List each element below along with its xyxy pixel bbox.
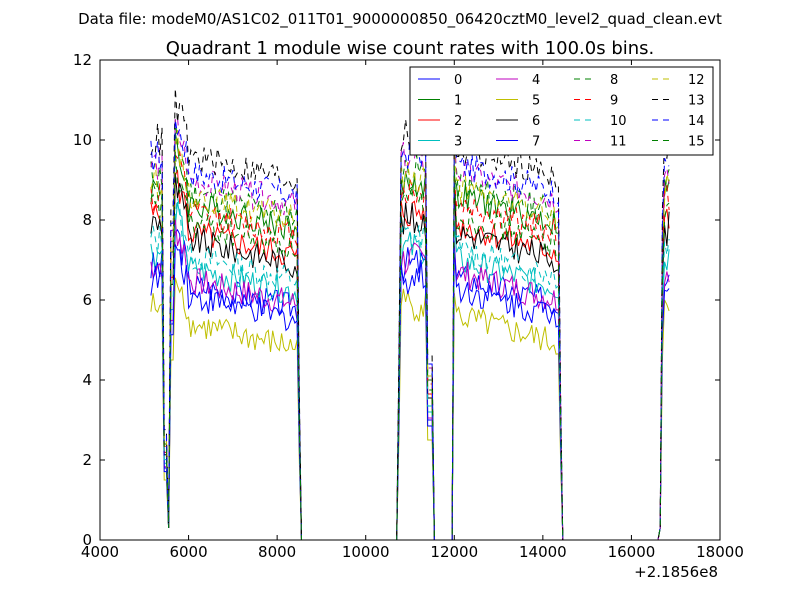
chart-title: Quadrant 1 module wise count rates with … [166, 38, 655, 59]
legend-label-3: 3 [454, 135, 462, 150]
series-line-8 [150, 119, 670, 541]
y-tick-label: 8 [82, 211, 92, 229]
y-tick-label: 12 [73, 51, 92, 69]
series-line-5 [150, 277, 670, 541]
series-line-13 [150, 88, 670, 541]
legend-label-5: 5 [532, 94, 540, 109]
x-tick-label: 12000 [430, 543, 478, 561]
legend-label-0: 0 [454, 73, 462, 88]
chart-suptitle: Data file: modeM0/AS1C02_011T01_90000008… [78, 10, 722, 29]
legend-label-15: 15 [688, 135, 705, 150]
legend-label-10: 10 [610, 114, 627, 129]
legend-label-14: 14 [688, 114, 705, 129]
series-line-10 [150, 197, 670, 541]
y-tick-label: 0 [82, 531, 92, 549]
x-offset-label: +2.1856e8 [634, 563, 718, 581]
legend-label-6: 6 [532, 114, 540, 129]
ticks-layer: 4000 6000 8000 10000 12000 14000 16000 18000 0 2 4… [73, 51, 744, 561]
legend-box [409, 66, 714, 156]
series-line-4 [150, 218, 670, 541]
y-tick-label: 2 [82, 451, 92, 469]
y-tick-label: 10 [73, 131, 92, 149]
legend-label-2: 2 [454, 114, 462, 129]
y-tick-label: 6 [82, 291, 92, 309]
x-tick-label: 8000 [258, 543, 296, 561]
x-tick-label: 14000 [519, 543, 567, 561]
legend-label-8: 8 [610, 73, 618, 88]
legend-label-12: 12 [688, 73, 705, 88]
y-tick-label: 4 [82, 371, 92, 389]
series-layer [150, 88, 670, 541]
series-line-0 [150, 228, 670, 541]
legend-label-4: 4 [532, 73, 540, 88]
x-tick-label: 4000 [81, 543, 119, 561]
x-tick-label: 18000 [696, 543, 744, 561]
legend-label-7: 7 [532, 135, 540, 150]
x-tick-label: 6000 [169, 543, 207, 561]
legend-label-11: 11 [610, 135, 627, 150]
x-tick-label: 10000 [342, 543, 390, 561]
legend-label-13: 13 [688, 94, 705, 109]
x-tick-label: 16000 [608, 543, 656, 561]
series-line-12 [150, 130, 670, 541]
legend-label-1: 1 [454, 94, 462, 109]
series-line-15 [150, 151, 670, 541]
legend-label-9: 9 [610, 94, 618, 109]
